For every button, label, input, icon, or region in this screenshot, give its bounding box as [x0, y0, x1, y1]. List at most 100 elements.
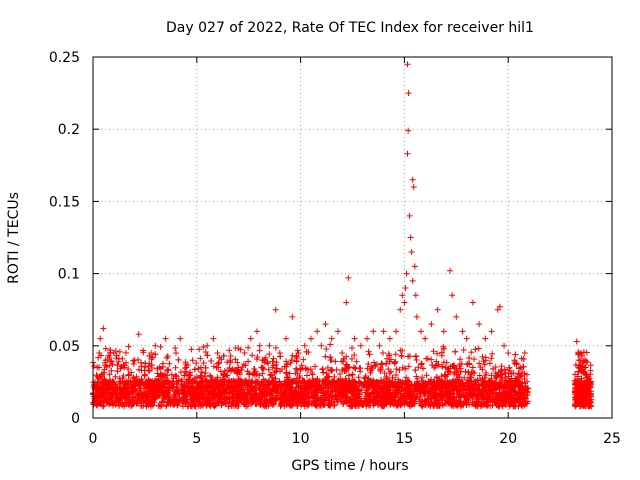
data-point: [349, 381, 356, 388]
data-point: [520, 400, 527, 407]
data-point: [206, 395, 213, 402]
data-point: [572, 394, 579, 401]
data-point: [305, 395, 312, 402]
data-point: [115, 393, 122, 400]
data-point: [286, 395, 293, 402]
data-point: [323, 345, 330, 352]
data-point: [265, 366, 272, 373]
data-point: [103, 363, 110, 370]
data-point: [210, 363, 217, 370]
data-point: [245, 344, 252, 351]
data-point: [452, 348, 459, 355]
data-point: [468, 349, 475, 356]
data-point: [107, 393, 114, 400]
data-point: [175, 356, 182, 363]
data-point: [214, 360, 221, 367]
data-point: [200, 344, 207, 351]
data-point: [442, 384, 449, 391]
data-point: [256, 342, 263, 349]
data-point: [424, 388, 431, 395]
data-point: [442, 364, 449, 371]
data-point: [304, 390, 311, 397]
data-point: [200, 359, 207, 366]
data-point: [105, 401, 112, 408]
data-point: [211, 403, 218, 410]
data-point: [331, 373, 338, 380]
data-point: [239, 393, 246, 400]
data-point: [311, 391, 318, 398]
data-point: [392, 351, 399, 358]
data-point: [186, 369, 193, 376]
data-point: [441, 400, 448, 407]
data-point: [116, 348, 123, 355]
data-point: [253, 370, 260, 377]
data-points: [90, 61, 595, 410]
data-point: [100, 377, 107, 384]
data-point: [228, 402, 235, 409]
data-point: [258, 364, 265, 371]
data-point: [266, 351, 273, 358]
data-point: [166, 360, 173, 367]
data-point: [472, 391, 479, 398]
data-point: [392, 382, 399, 389]
data-point: [522, 395, 529, 402]
data-point: [345, 372, 352, 379]
data-point: [319, 366, 326, 373]
data-point: [517, 373, 524, 380]
data-point: [255, 378, 262, 385]
data-point: [349, 371, 356, 378]
data-point: [512, 351, 519, 358]
data-point: [380, 392, 387, 399]
data-point: [102, 345, 109, 352]
data-point: [362, 374, 369, 381]
data-point: [423, 372, 430, 379]
data-point: [143, 403, 150, 410]
data-point: [511, 398, 518, 405]
data-point: [464, 395, 471, 402]
data-point: [332, 358, 339, 365]
data-point: [344, 395, 351, 402]
data-point: [306, 377, 313, 384]
data-point: [415, 364, 422, 371]
data-point: [207, 385, 214, 392]
data-point: [445, 368, 452, 375]
data-point: [305, 385, 312, 392]
data-point: [328, 366, 335, 373]
data-point: [488, 372, 495, 379]
data-point: [212, 381, 219, 388]
data-point: [113, 390, 120, 397]
data-point: [352, 365, 359, 372]
data-point: [181, 394, 188, 401]
data-point: [174, 396, 181, 403]
data-point: [253, 398, 260, 405]
data-point: [307, 366, 314, 373]
data-point: [259, 364, 266, 371]
data-point: [482, 357, 489, 364]
data-point: [328, 379, 335, 386]
data-point: [462, 387, 469, 394]
data-point: [140, 349, 147, 356]
data-point: [513, 360, 520, 367]
data-point: [293, 384, 300, 391]
data-point: [471, 356, 478, 363]
data-point: [406, 396, 413, 403]
data-point: [323, 377, 330, 384]
data-point: [258, 401, 265, 408]
data-point: [382, 389, 389, 396]
data-point: [393, 366, 400, 373]
data-point: [396, 366, 403, 373]
data-point: [334, 398, 341, 405]
data-point: [179, 397, 186, 404]
data-point: [300, 356, 307, 363]
data-point: [476, 372, 483, 379]
data-point: [234, 400, 241, 407]
data-point: [290, 390, 297, 397]
data-point: [439, 392, 446, 399]
data-point: [383, 373, 390, 380]
data-point: [360, 382, 367, 389]
data-point: [398, 353, 405, 360]
data-point: [433, 358, 440, 365]
data-point: [474, 395, 481, 402]
data-point: [397, 347, 404, 354]
data-point: [448, 401, 455, 408]
